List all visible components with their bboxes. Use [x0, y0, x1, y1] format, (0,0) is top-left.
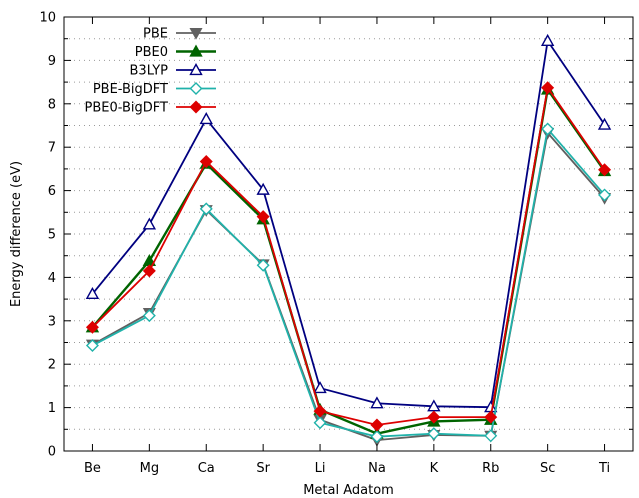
- axis-ticks: 0 1 2 3 4 5 6 7 8 9 10 Be Mg Ca Sr Li Na K Rb Sc Ti: [39, 11, 633, 476]
- data-point: [85, 320, 99, 334]
- x-axis-title: Metal Adatom: [303, 483, 394, 498]
- data-point: [256, 182, 270, 195]
- data-point: [541, 122, 555, 136]
- series-pbe0-bigdft: [85, 81, 612, 432]
- data-point: [540, 33, 555, 46]
- data-point: [597, 117, 612, 130]
- legend-label: PBE0-BigDFT: [85, 101, 169, 116]
- legend-label: B3LYP: [130, 64, 169, 79]
- x-tick-label: Na: [368, 461, 386, 476]
- y-tick-label: 0: [48, 445, 56, 460]
- series-line: [92, 126, 606, 438]
- y-tick-label: 7: [48, 141, 56, 156]
- y-axis-title: Energy difference (eV): [9, 161, 24, 307]
- legend-marker: [189, 28, 203, 40]
- data-point: [598, 163, 612, 177]
- y-tick-label: 2: [48, 358, 56, 373]
- x-tick-label: Rb: [482, 461, 499, 476]
- x-tick-label: Mg: [140, 461, 159, 476]
- data-point: [85, 339, 99, 353]
- y-tick-label: 10: [39, 11, 56, 26]
- data-point: [313, 381, 327, 394]
- data-point: [199, 112, 213, 125]
- x-tick-label: Sr: [256, 461, 270, 476]
- y-tick-label: 4: [48, 271, 56, 286]
- legend-marker: [189, 63, 203, 76]
- y-tick-label: 9: [48, 54, 56, 69]
- y-tick-label: 5: [48, 228, 56, 243]
- x-tick-label: Ti: [598, 461, 610, 476]
- legend-marker: [189, 100, 203, 114]
- series-line: [92, 130, 606, 442]
- data-point: [484, 410, 498, 424]
- legend-marker: [189, 82, 203, 95]
- legend-label: PBE-BigDFT: [93, 82, 168, 97]
- legend-label: PBE: [143, 27, 168, 42]
- data-point: [370, 396, 384, 409]
- y-tick-label: 6: [48, 184, 56, 199]
- data-point: [313, 416, 327, 430]
- data-point: [484, 429, 498, 443]
- y-tick-label: 1: [48, 401, 56, 416]
- series-pbe0: [85, 82, 612, 439]
- x-tick-label: Be: [84, 461, 101, 476]
- x-tick-label: Li: [315, 461, 326, 476]
- x-tick-label: Ca: [198, 461, 215, 476]
- series-line: [91, 38, 606, 409]
- x-tick-label: K: [430, 461, 439, 476]
- data-point: [427, 410, 441, 424]
- series-line: [91, 86, 606, 435]
- data-point: [370, 430, 384, 444]
- grid: [64, 38, 633, 430]
- data-point: [85, 286, 100, 299]
- series-lines: [85, 33, 612, 447]
- x-tick-label: Sc: [540, 461, 555, 476]
- data-point: [199, 202, 213, 216]
- data-point: [541, 81, 555, 95]
- series-pbe-bigdft: [85, 122, 612, 444]
- series-b3lyp: [85, 33, 612, 413]
- data-point: [256, 258, 270, 272]
- data-point: [370, 418, 384, 432]
- data-point: [142, 264, 156, 278]
- data-point: [256, 210, 270, 224]
- legend-marker: [189, 44, 203, 57]
- series-line: [91, 85, 606, 426]
- data-point: [199, 155, 213, 169]
- y-tick-label: 3: [48, 314, 56, 329]
- data-point: [142, 309, 156, 323]
- data-point: [142, 217, 157, 230]
- legend: PBE PBE0 B3LYP PBE-BigDFT PBE0-BigDFT: [85, 27, 216, 116]
- data-point: [598, 188, 612, 202]
- legend-label: PBE0: [135, 45, 168, 60]
- data-point: [427, 427, 441, 441]
- data-point: [313, 404, 327, 418]
- y-tick-label: 8: [48, 97, 56, 112]
